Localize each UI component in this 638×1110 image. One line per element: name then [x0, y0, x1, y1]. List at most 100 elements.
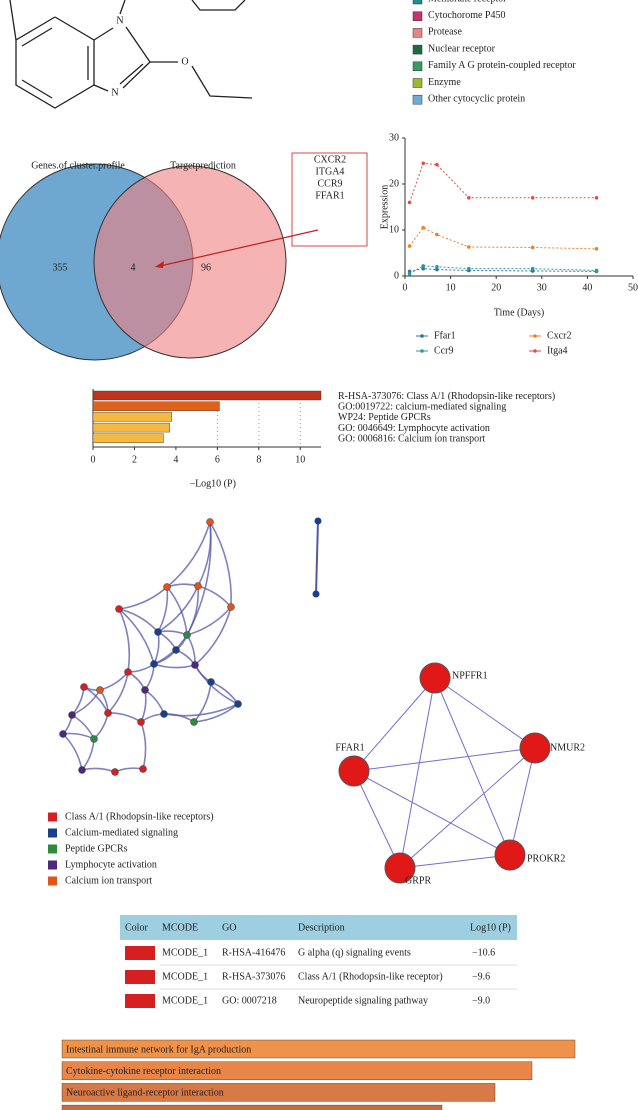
point — [421, 266, 426, 271]
legend-label: Ffar1 — [434, 330, 456, 341]
point — [435, 265, 439, 269]
point — [407, 271, 412, 276]
bond — [119, 63, 144, 85]
edge — [186, 521, 212, 636]
gene-label: ITGA4 — [316, 166, 345, 177]
category-label: R-HSA-373076: Class A/1 (Rhodopsin-like … — [338, 391, 555, 402]
benzene-ring — [15, 16, 95, 109]
point — [594, 268, 599, 273]
legend-label: Ccr9 — [434, 345, 453, 356]
category-label: Cytokine-cytokine receptor interaction — [66, 1066, 221, 1077]
node — [124, 668, 132, 676]
node-label: GRPR — [405, 875, 431, 886]
legend-label: Membrane receptor — [428, 0, 507, 4]
category-label: Intestinal immune network for IgA produc… — [66, 1044, 251, 1055]
edge — [186, 585, 200, 636]
legend-swatch — [48, 860, 57, 870]
series-line — [409, 162, 597, 203]
edge — [166, 583, 199, 588]
venn-right — [93, 165, 287, 359]
point — [421, 161, 426, 166]
edge — [140, 689, 147, 723]
edge — [166, 586, 188, 636]
x-tick-label: 30 — [537, 282, 547, 293]
category-label: GO:0019722: calcium-mediated signaling — [338, 401, 506, 412]
legend-label: Lymphocyte activation — [65, 859, 157, 870]
x-tick-label: 10 — [295, 454, 305, 465]
cell: G alpha (q) signaling events — [298, 947, 411, 958]
x-tick-label: 8 — [256, 454, 261, 465]
venn: Genes.of.cluster.profile Targetprediction… — [0, 152, 368, 361]
gene-label: CXCR2 — [314, 154, 346, 165]
bond — [93, 27, 114, 41]
x-tick-label: 50 — [628, 282, 638, 293]
header-cell: Color — [125, 922, 148, 933]
legend-label: Protease — [428, 27, 462, 38]
edge — [194, 664, 239, 705]
legend-label: Cxcr2 — [547, 330, 571, 341]
arrow — [159, 229, 319, 267]
edge — [118, 608, 131, 673]
point — [467, 196, 471, 200]
cell: R-HSA-416476 — [222, 947, 285, 958]
x-axis-label: –Log10 (P) — [189, 478, 236, 489]
edge — [107, 712, 142, 723]
node — [141, 686, 149, 694]
edge — [163, 703, 239, 717]
point — [421, 225, 426, 230]
node — [194, 582, 202, 590]
node — [139, 765, 147, 773]
cell: R-HSA-373076 — [222, 971, 285, 982]
edge — [210, 681, 239, 705]
legend-marker — [420, 334, 424, 338]
category-label: WP24: Peptide GPCRs — [338, 412, 431, 423]
node — [90, 735, 98, 743]
node — [234, 700, 242, 708]
network: Class A/1 (Rhodopsin-like receptors) Calc… — [48, 517, 322, 886]
point — [594, 247, 599, 251]
point — [467, 266, 471, 271]
edge — [193, 703, 239, 723]
arrow-head — [155, 261, 164, 268]
point — [435, 267, 439, 272]
legend-label: Peptide GPCRs — [65, 843, 128, 854]
edge — [399, 747, 536, 869]
target-legend: Membrane receptor Cytochorome P450 Proteas… — [412, 0, 576, 104]
point — [435, 162, 439, 167]
edge — [153, 663, 196, 669]
edge — [118, 586, 168, 610]
node — [160, 710, 168, 718]
bond — [191, 65, 253, 99]
edge — [157, 586, 169, 633]
legend-marker — [533, 349, 537, 353]
bar — [92, 401, 220, 411]
legend-label: Nuclear receptor — [428, 43, 496, 54]
bar — [92, 422, 170, 433]
node — [519, 732, 551, 764]
legend-label: Class A/1 (Rhodopsin-like receptors) — [65, 811, 214, 822]
point — [530, 245, 535, 250]
legend-label: Itga4 — [547, 345, 568, 356]
node — [111, 768, 119, 776]
bond — [21, 79, 53, 99]
node — [115, 605, 123, 613]
structure: N N O — [9, 0, 253, 109]
cell: GO: 0007218 — [222, 995, 277, 1006]
node — [419, 662, 451, 694]
node — [59, 730, 67, 738]
edge — [118, 608, 159, 633]
venn-count: 355 — [53, 262, 68, 273]
legend-swatch — [48, 844, 57, 854]
x-axis-label: Time (Days) — [494, 307, 544, 318]
category-label: Neuroactive ligand-receptor interaction — [66, 1088, 224, 1099]
edge — [186, 606, 232, 636]
bar — [92, 412, 172, 422]
legend-swatch — [48, 828, 57, 838]
cell: MCODE_1 — [162, 947, 208, 958]
node — [314, 517, 322, 525]
venn-label: Targetprediction — [170, 160, 236, 171]
point — [530, 196, 535, 200]
legend-swatch — [48, 812, 57, 822]
atom: N — [111, 87, 118, 98]
edge — [166, 521, 211, 588]
